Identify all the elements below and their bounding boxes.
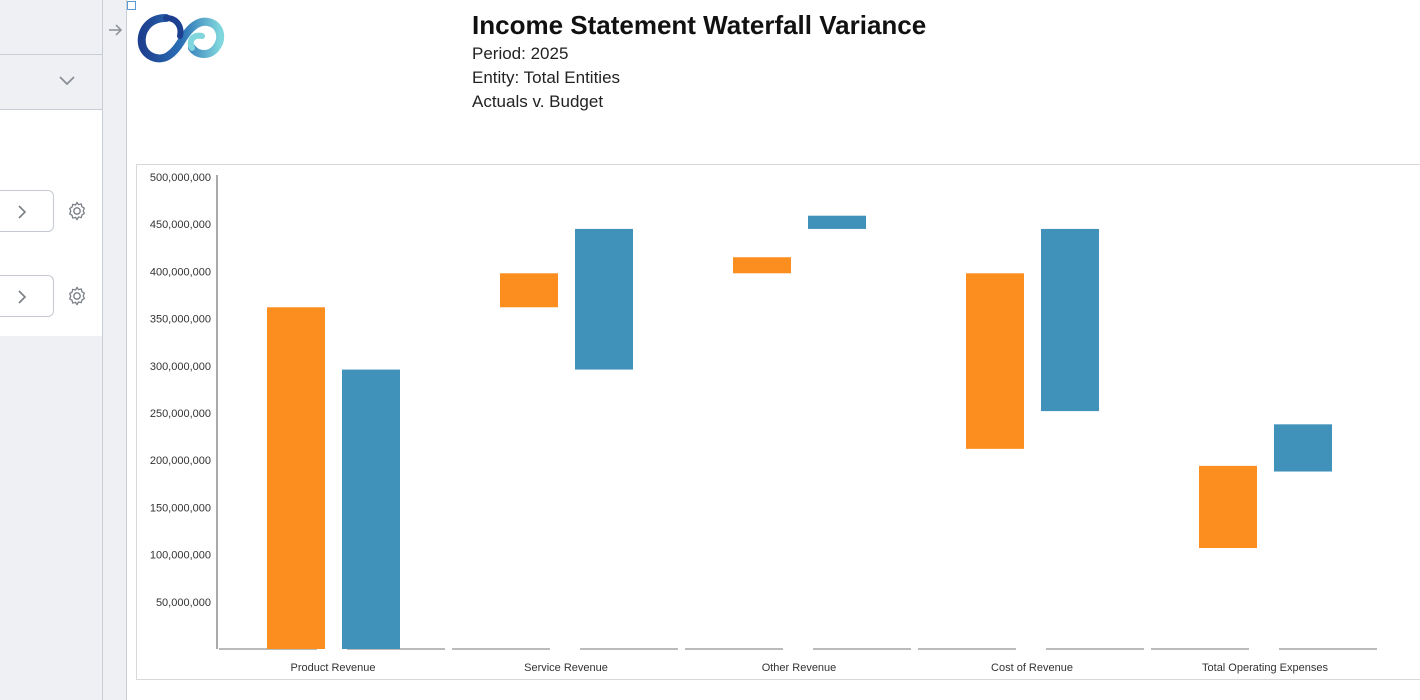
period-label: Period: 2025 — [472, 44, 569, 63]
bar-budget — [808, 215, 866, 229]
x-tick-label: Other Revenue — [762, 662, 837, 674]
y-tick-label: 500,000,000 — [150, 172, 211, 184]
bar-actuals — [267, 307, 325, 649]
bar-budget — [342, 369, 400, 649]
gear-icon[interactable] — [66, 200, 88, 222]
bar-actuals — [1199, 465, 1257, 548]
left-panel-header — [0, 0, 102, 55]
bar-budget — [1274, 424, 1332, 472]
y-tick-label: 200,000,000 — [150, 455, 211, 467]
collapse-strip[interactable] — [103, 0, 127, 700]
parameter-row-1[interactable] — [0, 190, 54, 232]
resize-handle[interactable] — [127, 1, 136, 10]
arrow-right-icon[interactable] — [107, 22, 123, 38]
waterfall-chart: 500,000,000 450,000,000 400,000,000 350,000… — [150, 172, 1377, 674]
y-tick-label: 350,000,000 — [150, 314, 211, 326]
y-tick-label: 100,000,000 — [150, 550, 211, 562]
panel-dropdown[interactable] — [0, 55, 102, 110]
chevron-right-icon — [18, 290, 27, 304]
x-tick-label: Service Revenue — [524, 662, 608, 674]
chevron-down-icon[interactable] — [58, 75, 76, 87]
gear-icon[interactable] — [66, 285, 88, 307]
y-tick-label: 400,000,000 — [150, 266, 211, 278]
y-tick-label: 250,000,000 — [150, 408, 211, 420]
bar-actuals — [966, 273, 1024, 449]
report-title: Income Statement Waterfall Variance — [472, 10, 927, 40]
chart-frame: 500,000,000 450,000,000 400,000,000 350,000… — [136, 164, 1420, 680]
bar-actuals — [500, 273, 558, 308]
y-tick-label: 300,000,000 — [150, 361, 211, 373]
parameter-list — [0, 110, 102, 336]
x-tick-label: Cost of Revenue — [991, 662, 1073, 674]
y-tick-label: 150,000,000 — [150, 502, 211, 514]
y-tick-label: 50,000,000 — [156, 597, 211, 609]
bar-actuals — [733, 257, 791, 274]
entity-label: Entity: Total Entities — [472, 68, 621, 87]
x-tick-label: Product Revenue — [291, 662, 376, 674]
bar-budget — [575, 228, 633, 370]
y-tick-label: 450,000,000 — [150, 219, 211, 231]
logo-icon — [137, 14, 225, 63]
bar-budget — [1041, 228, 1099, 412]
chevron-right-icon — [18, 205, 27, 219]
left-panel — [0, 0, 103, 700]
x-tick-label: Total Operating Expenses — [1202, 662, 1328, 674]
parameter-row-2[interactable] — [0, 275, 54, 317]
comparison-label: Actuals v. Budget — [472, 92, 604, 111]
